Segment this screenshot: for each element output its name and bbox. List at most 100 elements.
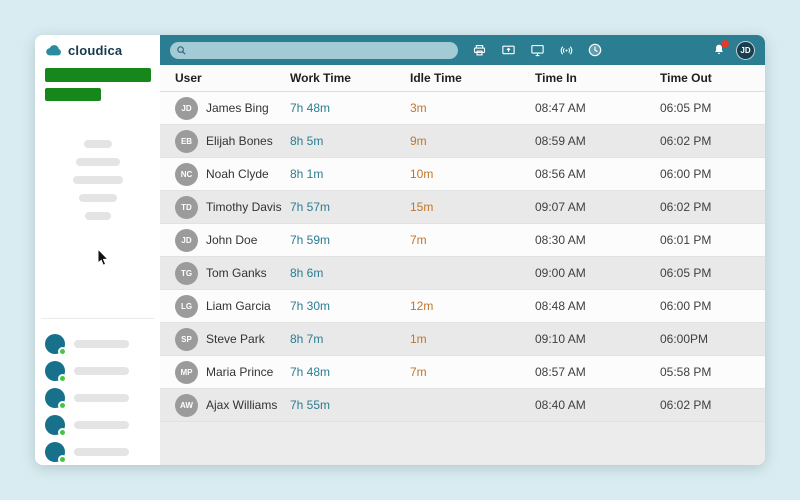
row-time-out: 06:00 PM (660, 299, 712, 313)
broadcast-icon[interactable] (558, 42, 574, 58)
row-time-in: 08:48 AM (535, 299, 586, 313)
top-bar-right-group: JD (710, 39, 755, 60)
sidebar-divider (41, 318, 154, 319)
user-cell: TG Tom Ganks (175, 261, 290, 285)
contact-list-item[interactable] (35, 411, 160, 438)
row-name: James Bing (206, 101, 269, 115)
time-clock-icon[interactable] (587, 42, 603, 58)
row-time-in: 08:59 AM (535, 134, 586, 148)
row-idle-time: 15m (410, 200, 434, 214)
table-row[interactable]: NC Noah Clyde 8h 1m 10m 08:56 AM 06:00 P… (160, 158, 765, 191)
row-avatar: JD (175, 96, 198, 120)
row-work-time: 8h 7m (290, 332, 324, 346)
table-row[interactable]: MP Maria Prince 7h 48m 7m 08:57 AM 05:58… (160, 356, 765, 389)
row-name: Tom Ganks (206, 266, 267, 280)
sidebar-green-bar-primary (45, 68, 151, 82)
row-idle-time: 7m (410, 233, 427, 247)
row-name: John Doe (206, 233, 258, 247)
row-work-time: 7h 48m (290, 101, 331, 115)
row-time-out: 05:58 PM (660, 365, 712, 379)
column-header: User (175, 71, 202, 85)
contact-avatar-icon (45, 360, 67, 383)
column-header: Time In (535, 71, 577, 85)
row-avatar: TG (175, 261, 198, 285)
row-time-out: 06:00PM (660, 332, 709, 346)
contact-list-item[interactable] (35, 438, 160, 465)
row-idle-time: 12m (410, 299, 434, 313)
table-body: JD James Bing 7h 48m 3m 08:47 AM 06:05 P… (160, 92, 765, 422)
row-avatar: AW (175, 393, 198, 417)
table-row[interactable]: SP Steve Park 8h 7m 1m 09:10 AM 06:00PM (160, 323, 765, 356)
skeleton-line (84, 212, 111, 220)
row-work-time: 7h 57m (290, 200, 331, 214)
row-idle-time: 9m (410, 134, 427, 148)
row-avatar: SP (175, 327, 198, 351)
brand-name: cloudica (68, 42, 123, 58)
row-work-time: 8h 6m (290, 266, 324, 280)
contact-list-item[interactable] (35, 384, 160, 411)
row-name: Timothy Davis (206, 200, 282, 214)
table-row[interactable]: AW Ajax Williams 7h 55m 08:40 AM 06:02 P… (160, 389, 765, 422)
brand-logo[interactable]: cloudica (35, 35, 160, 65)
table-row[interactable]: EB Elijah Bones 8h 5m 9m 08:59 AM 06:02 … (160, 125, 765, 158)
row-time-in: 08:40 AM (535, 398, 586, 412)
row-avatar: NC (175, 162, 198, 186)
column-header: Work Time (290, 71, 351, 85)
row-time-in: 09:00 AM (535, 266, 586, 280)
user-cell: JD James Bing (175, 96, 290, 120)
screen-share-icon[interactable] (500, 42, 516, 58)
row-time-in: 08:30 AM (535, 233, 586, 247)
monitor-icon[interactable] (529, 42, 545, 58)
notification-badge (721, 39, 729, 48)
cloud-logo-icon (44, 43, 64, 57)
sidebar-green-bar-secondary (45, 88, 101, 101)
search-bar[interactable] (170, 41, 458, 59)
skeleton-line (78, 194, 117, 202)
contact-avatar-icon (45, 333, 67, 356)
row-name: Elijah Bones (206, 134, 273, 148)
row-time-out: 06:05 PM (660, 101, 712, 115)
app-body: User Work Time Idle Time Time In Time Out JD… (35, 65, 765, 465)
contact-name-skeleton (74, 447, 129, 456)
user-cell: TD Timothy Davis (175, 195, 290, 219)
contact-name-skeleton (74, 366, 129, 375)
notifications-bell-icon[interactable] (710, 39, 729, 59)
row-work-time: 8h 5m (290, 134, 324, 148)
printer-icon[interactable] (471, 42, 487, 58)
search-icon (176, 45, 187, 56)
online-status-dot (58, 373, 67, 383)
online-status-dot (58, 454, 67, 464)
row-name: Liam Garcia (206, 299, 271, 313)
search-input[interactable] (192, 41, 452, 59)
row-idle-time: 3m (410, 101, 427, 115)
table-row[interactable]: TD Timothy Davis 7h 57m 15m 09:07 AM 06:… (160, 191, 765, 224)
row-time-in: 08:56 AM (535, 167, 586, 181)
sidebar-skeleton-group (35, 140, 160, 220)
table-row[interactable]: LG Liam Garcia 7h 30m 12m 08:48 AM 06:00… (160, 290, 765, 323)
contact-avatar-icon (45, 414, 67, 437)
row-avatar: MP (175, 360, 198, 384)
row-work-time: 7h 59m (290, 233, 331, 247)
table-row[interactable]: JD James Bing 7h 48m 3m 08:47 AM 06:05 P… (160, 92, 765, 125)
user-avatar[interactable]: JD (736, 40, 755, 60)
table-row[interactable]: JD John Doe 7h 59m 7m 08:30 AM 06:01 PM (160, 224, 765, 257)
app-window: cloudica (35, 35, 765, 465)
column-header: Time Out (660, 71, 712, 85)
contact-avatar-icon (45, 387, 67, 410)
top-bar: cloudica (35, 35, 765, 65)
contact-name-skeleton (74, 339, 129, 348)
row-time-out: 06:05 PM (660, 266, 712, 280)
row-time-in: 09:10 AM (535, 332, 586, 346)
row-time-out: 06:01 PM (660, 233, 712, 247)
row-name: Ajax Williams (206, 398, 278, 412)
skeleton-line (72, 176, 123, 184)
table-row[interactable]: TG Tom Ganks 8h 6m 09:00 AM 06:05 PM (160, 257, 765, 290)
contact-list-item[interactable] (35, 330, 160, 357)
row-avatar: EB (175, 129, 198, 153)
row-idle-time: 1m (410, 332, 427, 346)
row-work-time: 7h 48m (290, 365, 331, 379)
contact-list-item[interactable] (35, 357, 160, 384)
online-status-dot (58, 400, 67, 410)
row-idle-time: 10m (410, 167, 434, 181)
row-avatar: TD (175, 195, 198, 219)
